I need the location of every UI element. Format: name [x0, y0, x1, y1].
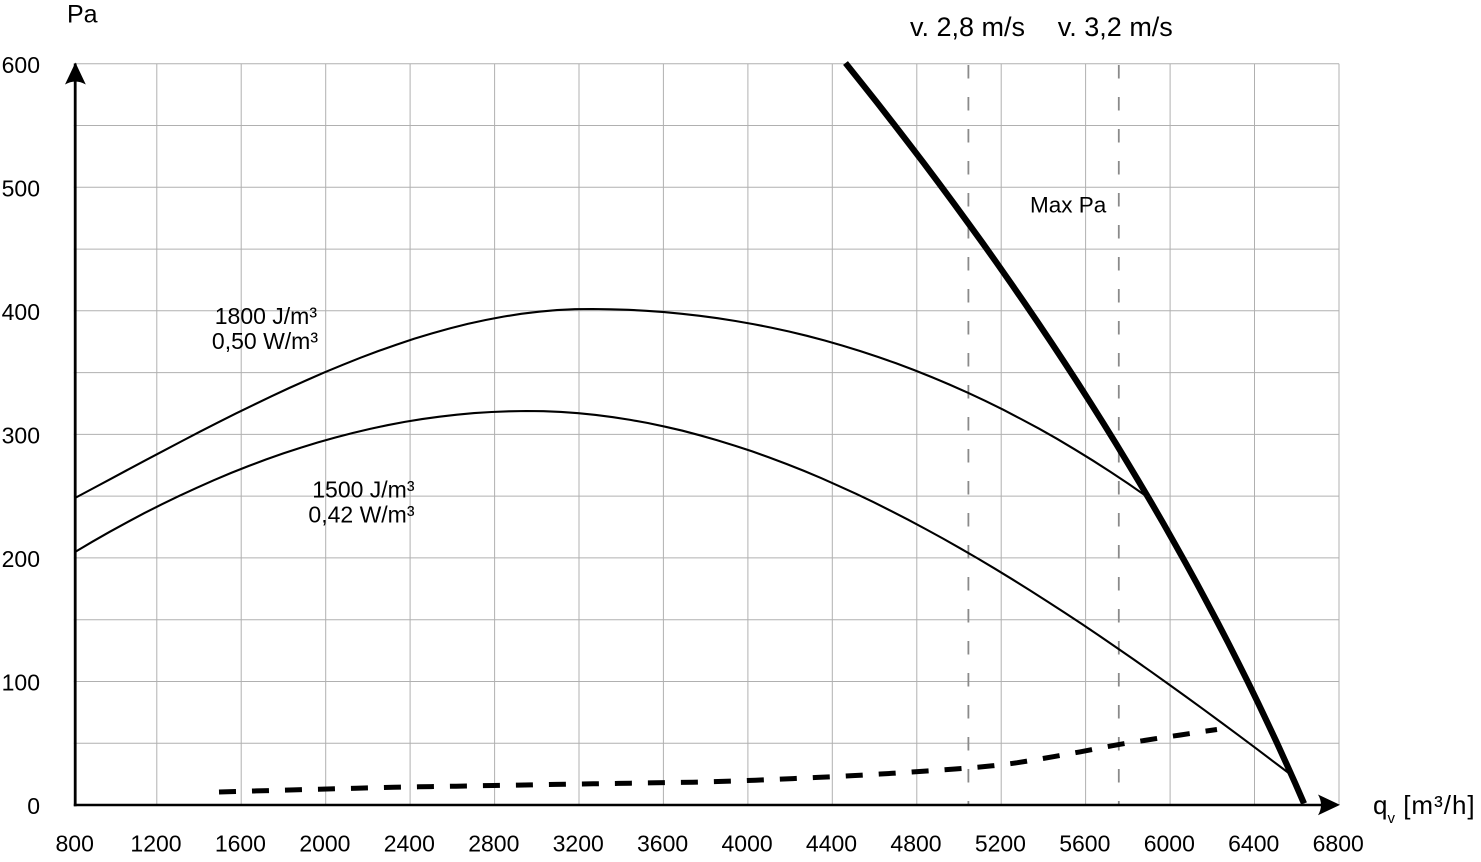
svg-text:3600: 3600 — [637, 831, 688, 857]
svg-text:5200: 5200 — [975, 831, 1026, 857]
svg-text:4000: 4000 — [722, 831, 773, 857]
svg-text:6400: 6400 — [1228, 831, 1279, 857]
svg-text:1200: 1200 — [130, 831, 181, 857]
svg-text:1600: 1600 — [215, 831, 266, 857]
svg-text:0,42 W/m³: 0,42 W/m³ — [308, 502, 414, 528]
svg-text:3200: 3200 — [553, 831, 604, 857]
svg-text:v. 2,8 m/s: v. 2,8 m/s — [910, 12, 1025, 42]
svg-text:v. 3,2 m/s: v. 3,2 m/s — [1058, 12, 1173, 42]
svg-text:2000: 2000 — [299, 831, 350, 857]
svg-text:1500 J/m³: 1500 J/m³ — [312, 477, 415, 503]
svg-text:0,50 W/m³: 0,50 W/m³ — [212, 328, 318, 354]
svg-text:4400: 4400 — [806, 831, 857, 857]
svg-text:800: 800 — [56, 831, 94, 857]
svg-text:Pa: Pa — [67, 1, 98, 29]
svg-text:6000: 6000 — [1144, 831, 1195, 857]
svg-text:200: 200 — [2, 546, 40, 572]
svg-text:600: 600 — [2, 52, 40, 78]
svg-text:2400: 2400 — [384, 831, 435, 857]
svg-text:1800 J/m³: 1800 J/m³ — [215, 303, 318, 329]
svg-text:0: 0 — [27, 793, 40, 819]
svg-text:Max Pa: Max Pa — [1030, 193, 1107, 218]
svg-text:400: 400 — [2, 299, 40, 325]
svg-text:5600: 5600 — [1059, 831, 1110, 857]
svg-text:2800: 2800 — [468, 831, 519, 857]
svg-text:300: 300 — [2, 423, 40, 449]
svg-text:4800: 4800 — [890, 831, 941, 857]
svg-text:100: 100 — [2, 670, 40, 696]
svg-text:6800: 6800 — [1313, 831, 1364, 857]
svg-text:500: 500 — [2, 176, 40, 202]
